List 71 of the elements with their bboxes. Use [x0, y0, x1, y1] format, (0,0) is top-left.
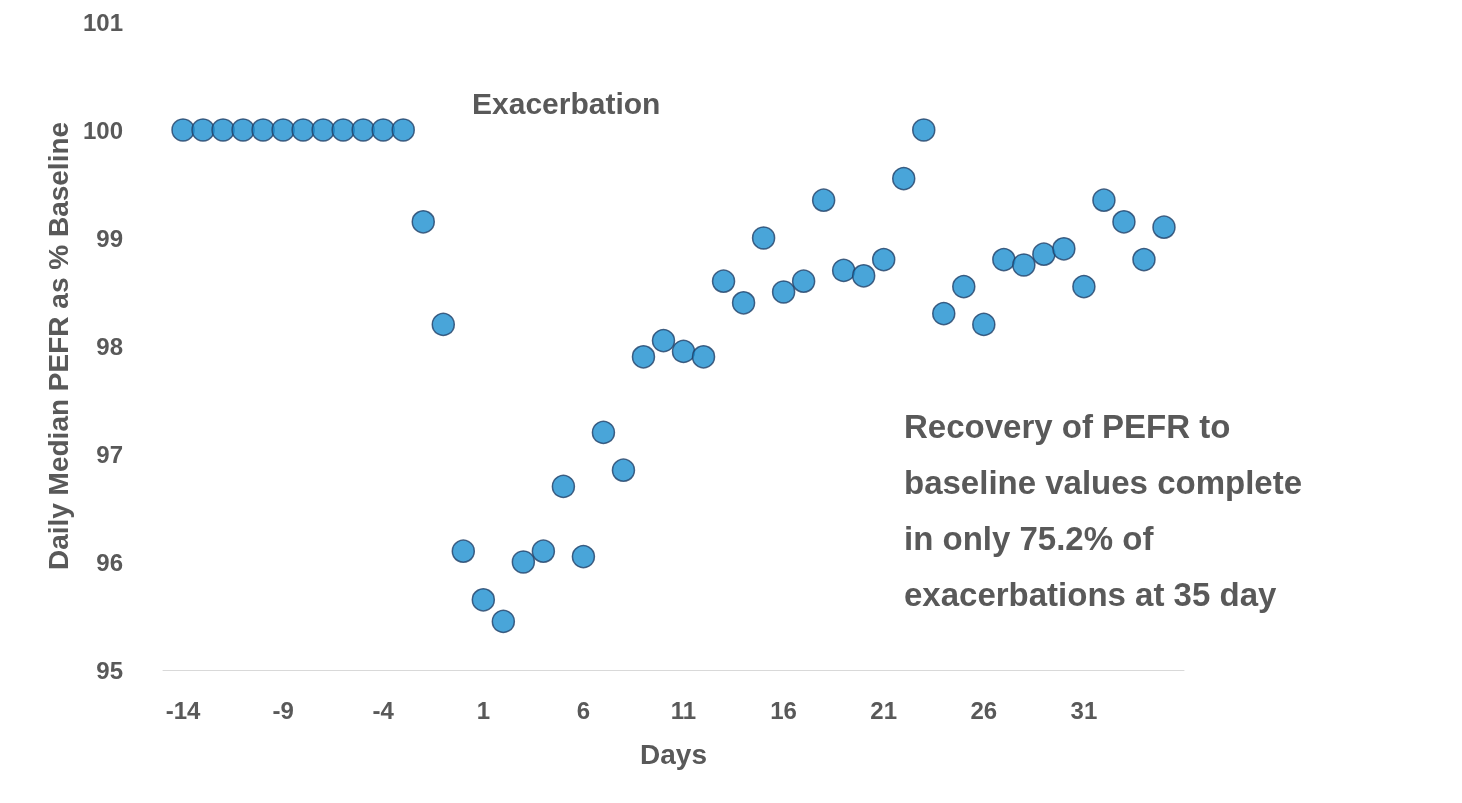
- point: [251, 118, 275, 142]
- point: [331, 118, 355, 142]
- point: [831, 258, 856, 283]
- x-tick-label: 26: [970, 696, 998, 724]
- point: [491, 609, 516, 634]
- y-tick-label: 101: [82, 8, 123, 36]
- point: [1012, 253, 1036, 277]
- point: [171, 118, 195, 142]
- point: [791, 269, 816, 293]
- x-axis-title: Days: [640, 738, 707, 770]
- point: [912, 118, 936, 142]
- point: [731, 291, 756, 315]
- point: [611, 458, 636, 482]
- point: [1032, 242, 1056, 266]
- point: [1092, 188, 1116, 212]
- point: [1072, 274, 1096, 299]
- point: [851, 264, 876, 288]
- annotation: Recovery of PEFR to baseline values complete in only 75.2% of exacerbations at 35 day: [904, 407, 1303, 613]
- y-tick-label: 97: [96, 440, 123, 468]
- point: [972, 312, 996, 337]
- point: [771, 280, 796, 304]
- x-tick-label: 16: [770, 696, 797, 724]
- point: [511, 550, 536, 574]
- point: [751, 226, 776, 250]
- point: [571, 544, 596, 569]
- point: [371, 118, 395, 142]
- point: [1152, 215, 1176, 239]
- point: [351, 118, 375, 142]
- x-tick-label: 31: [1070, 696, 1098, 724]
- point: [811, 188, 836, 212]
- point: [551, 474, 576, 499]
- point: [211, 118, 235, 142]
- y-axis-title: Daily Median PEFR as % Baseline: [42, 121, 74, 571]
- point: [651, 328, 676, 353]
- point: [191, 118, 215, 142]
- point: [291, 118, 315, 142]
- point: [671, 339, 696, 364]
- point: [871, 247, 896, 272]
- point: [631, 345, 656, 369]
- point: [932, 301, 956, 326]
- y-tick-label: 98: [96, 332, 123, 360]
- point: [391, 118, 415, 142]
- x-tick-label: 6: [576, 696, 591, 724]
- y-tick-label: 100: [82, 116, 123, 144]
- point: [451, 539, 476, 563]
- point: [531, 539, 556, 563]
- point: [431, 312, 456, 337]
- point: [1132, 247, 1156, 272]
- point: [691, 345, 716, 369]
- point: [311, 118, 335, 142]
- y-tick-label: 99: [96, 224, 123, 252]
- point: [1112, 210, 1136, 234]
- x-tick-label: -14: [165, 696, 202, 724]
- point: [892, 166, 916, 191]
- y-tick-label: 96: [96, 548, 123, 576]
- x-tick-label: -9: [272, 696, 294, 724]
- x-tick-label: 21: [870, 696, 898, 724]
- point: [952, 274, 976, 299]
- point: [231, 118, 255, 142]
- point: [271, 118, 295, 142]
- annotation: Exacerbation: [472, 87, 661, 120]
- point: [411, 210, 435, 234]
- y-tick-label: 95: [96, 656, 123, 684]
- x-tick-label: -4: [372, 696, 395, 724]
- point: [992, 247, 1016, 272]
- point: [471, 588, 496, 612]
- x-tick-label: 11: [670, 696, 697, 724]
- point: [1052, 237, 1076, 261]
- point: [591, 420, 616, 445]
- x-tick-label: 1: [476, 696, 490, 724]
- point: [711, 269, 736, 293]
